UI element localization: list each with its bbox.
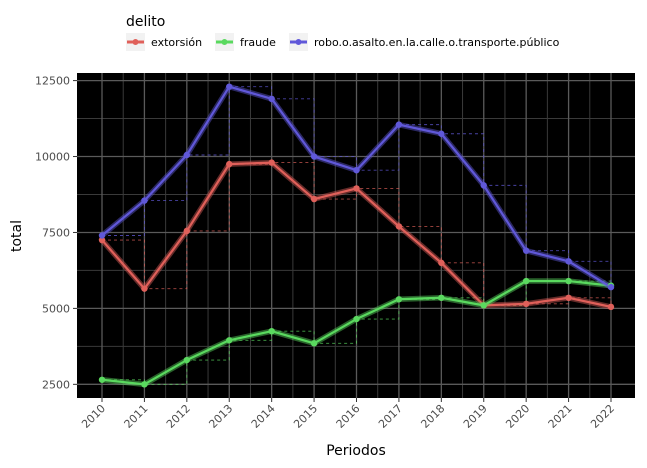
data-point-series-1 — [480, 302, 487, 309]
data-point-series-0 — [141, 285, 148, 292]
y-tick-label: 7500 — [42, 226, 70, 239]
data-point-series-2 — [226, 83, 233, 90]
data-point-series-1 — [183, 356, 191, 364]
x-tick-label: 2019 — [461, 402, 490, 431]
y-tick-label: 5000 — [42, 302, 70, 315]
data-point-series-0 — [522, 300, 530, 308]
y-ticks: 2500 5000 7500 10000 12500 — [35, 75, 77, 391]
data-point-series-0 — [310, 195, 318, 203]
data-point-series-2 — [268, 95, 275, 103]
legend: delito extorsión fraude robo.o.asalto.en.l… — [126, 14, 560, 51]
x-tick-label: 2021 — [546, 402, 575, 431]
x-tick-label: 2012 — [164, 402, 193, 431]
data-point-series-1 — [226, 337, 233, 344]
x-ticks: 2010 2011 2012 2013 2014 2015 2016 2017 2018 2019… — [79, 398, 617, 431]
data-point-series-1 — [565, 277, 572, 285]
x-tick-label: 2020 — [503, 402, 532, 431]
data-point-series-0 — [226, 160, 233, 168]
x-tick-label: 2014 — [249, 402, 278, 431]
legend-key-point — [295, 39, 302, 45]
data-point-series-2 — [183, 151, 191, 159]
data-point-series-1 — [522, 277, 530, 285]
data-point-series-1 — [310, 340, 318, 347]
x-tick-label: 2017 — [376, 402, 405, 431]
legend-label: robo.o.asalto.en.la.calle.o.transporte.p… — [314, 36, 560, 49]
x-tick-label: 2016 — [334, 402, 363, 431]
data-point-series-0 — [607, 303, 615, 311]
data-point-series-2 — [607, 283, 615, 291]
data-point-series-0 — [565, 294, 572, 301]
data-point-series-2 — [353, 166, 360, 174]
data-point-series-2 — [480, 182, 487, 189]
legend-key-point — [132, 39, 139, 45]
step-line-series-1 — [102, 280, 612, 385]
data-point-series-2 — [141, 197, 148, 204]
data-point-series-2 — [522, 247, 530, 254]
data-point-series-0 — [268, 159, 275, 166]
y-tick-label: 2500 — [42, 378, 70, 391]
data-point-series-2 — [565, 258, 572, 265]
legend-label: extorsión — [151, 36, 202, 49]
y-axis-title: total — [9, 220, 25, 252]
data-point-series-2 — [310, 153, 318, 160]
legend-title: delito — [126, 14, 165, 30]
data-point-series-2 — [438, 130, 445, 137]
legend-item: extorsión — [126, 33, 202, 51]
data-point-series-0 — [395, 223, 403, 230]
data-point-series-0 — [183, 227, 191, 235]
data-point-series-0 — [353, 185, 360, 192]
data-point-series-2 — [395, 121, 403, 128]
x-tick-label: 2011 — [122, 402, 151, 431]
x-tick-label: 2018 — [418, 402, 447, 431]
data-point-series-1 — [141, 381, 148, 388]
data-point-series-1 — [268, 327, 275, 335]
series-points — [98, 83, 615, 388]
data-point-series-0 — [98, 236, 106, 244]
x-tick-label: 2022 — [588, 402, 617, 431]
legend-item: fraude — [215, 33, 276, 51]
data-point-series-0 — [438, 259, 445, 267]
x-axis-title: Periodos — [326, 443, 386, 459]
y-tick-label: 12500 — [35, 75, 70, 88]
legend-key-point — [221, 39, 228, 45]
legend-label: fraude — [240, 36, 276, 49]
data-point-series-2 — [98, 232, 106, 239]
x-tick-label: 2010 — [79, 402, 108, 431]
legend-item: robo.o.asalto.en.la.calle.o.transporte.p… — [289, 33, 560, 51]
data-point-series-1 — [438, 294, 445, 301]
data-point-series-1 — [353, 315, 360, 323]
data-point-series-1 — [395, 296, 403, 303]
y-tick-label: 10000 — [35, 151, 70, 164]
x-tick-label: 2015 — [291, 402, 320, 431]
data-point-series-1 — [98, 376, 106, 383]
x-tick-label: 2013 — [206, 402, 235, 431]
